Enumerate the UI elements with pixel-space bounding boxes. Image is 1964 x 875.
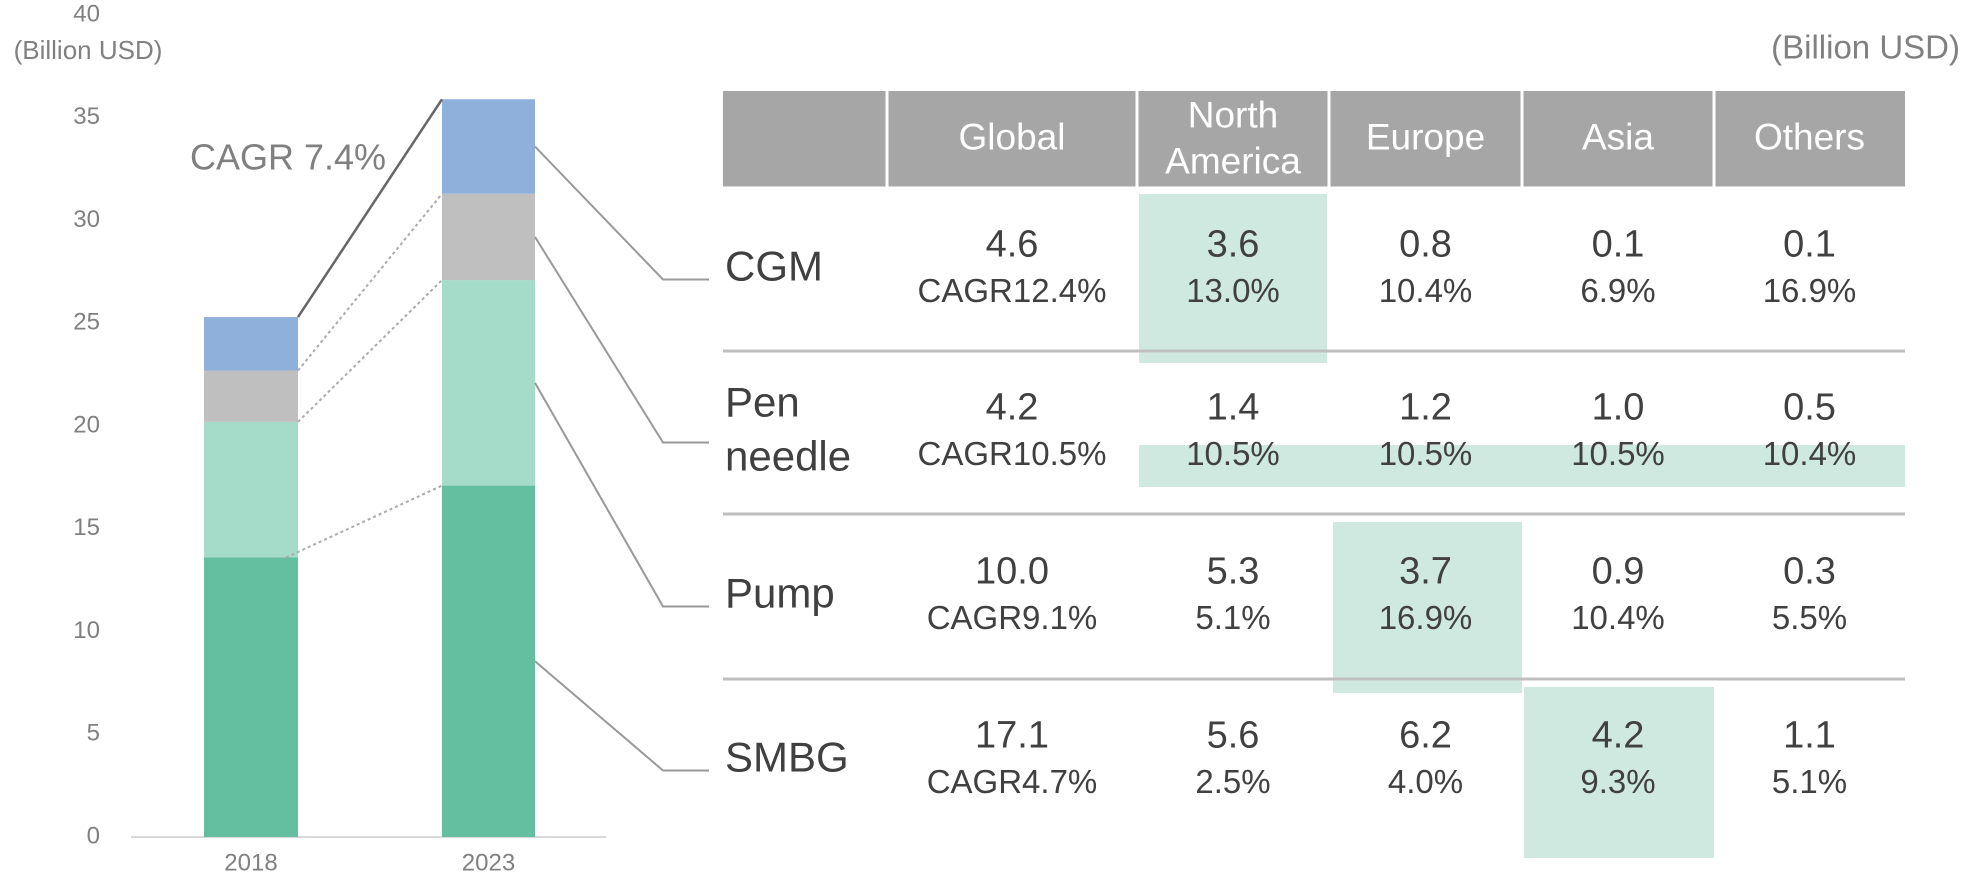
cell-growth: 10.4% [1763,435,1857,472]
column-header: Others [1754,116,1865,157]
cell-growth: CAGR12.4% [918,272,1107,309]
y-tick-label: 0 [87,822,100,849]
column-header: Global [959,116,1066,157]
bar-segment [442,280,535,486]
y-tick-label: 40 [73,0,100,27]
x-tick-label: 2018 [224,849,277,875]
cell-value: 0.8 [1399,224,1452,266]
y-axis-label: (Billion USD) [14,35,163,65]
row-label: Pen needle [725,379,851,480]
cell-value: 1.0 [1592,387,1645,429]
cell-growth: 4.0% [1388,763,1463,800]
connector-dotted [297,279,443,423]
bar-segment [442,485,535,837]
cell-value: 0.3 [1783,551,1836,593]
y-tick-label: 15 [73,514,100,541]
row-label: CGM [725,243,823,290]
cell-growth: 2.5% [1195,763,1270,800]
cell-value: 17.1 [975,715,1049,757]
cell-growth: 13.0% [1186,272,1280,309]
bar-segment [204,421,298,558]
cell-value: 0.1 [1592,224,1645,266]
leader-line [534,145,709,281]
highlight [1139,194,1327,363]
highlight [1524,687,1714,858]
cell-growth: CAGR10.5% [918,435,1107,472]
cell-value: 10.0 [975,551,1049,593]
x-tick-label: 2023 [462,849,515,875]
column-header: Europe [1366,116,1485,157]
bar-segment [204,317,298,371]
column-header: Asia [1582,116,1654,157]
y-tick-label: 35 [73,103,100,130]
cell-value: 1.4 [1207,387,1260,429]
cell-growth: 10.5% [1186,435,1280,472]
cell-growth: 10.5% [1379,435,1473,472]
connector-dotted [285,484,443,559]
cell-growth: CAGR9.1% [927,599,1098,636]
cell-value: 0.5 [1783,387,1836,429]
highlight [1333,522,1522,693]
leader-line [534,660,709,772]
cell-growth: 10.4% [1571,599,1665,636]
cell-value: 5.3 [1207,551,1260,593]
column-header: North America [1165,94,1301,181]
bar-segment [442,99,535,194]
cell-value: 1.2 [1399,387,1452,429]
bar-segment [442,193,535,281]
leader-line [534,382,709,608]
y-tick-label: 5 [87,720,100,747]
cell-value: 4.2 [1592,715,1645,757]
cell-growth: 6.9% [1580,272,1655,309]
table-unit: (Billion USD) [1771,29,1960,66]
cell-growth: 9.3% [1580,763,1655,800]
y-tick-label: 20 [73,411,100,438]
cell-value: 4.6 [986,224,1039,266]
highlight [1139,445,1905,487]
cell-value: 5.6 [1207,715,1260,757]
cell-growth: 16.9% [1379,599,1473,636]
annotation: CAGR 7.4% [190,137,386,178]
cell-growth: 16.9% [1763,272,1857,309]
cell-value: 3.7 [1399,551,1452,593]
cell-growth: 5.1% [1772,763,1847,800]
cell-value: 1.1 [1783,715,1836,757]
cell-growth: CAGR4.7% [927,763,1098,800]
cell-growth: 5.1% [1195,599,1270,636]
cagr-line [296,98,444,318]
row-label: Pump [725,570,835,617]
cell-value: 6.2 [1399,715,1452,757]
y-tick-label: 10 [73,617,100,644]
table-header [723,91,1905,188]
row-label: SMBG [725,734,849,781]
connector-dotted [297,193,443,372]
cell-growth: 5.5% [1772,599,1847,636]
y-tick-label: 25 [73,309,100,336]
cell-value: 0.1 [1783,224,1836,266]
cell-value: 3.6 [1207,224,1260,266]
bar-segment [204,557,298,837]
y-tick-label: 30 [73,206,100,233]
leader-line [534,236,709,444]
cell-value: 4.2 [986,387,1039,429]
cell-growth: 10.5% [1571,435,1665,472]
bar-segment [204,370,298,422]
cell-value: 0.9 [1592,551,1645,593]
cell-growth: 10.4% [1379,272,1473,309]
